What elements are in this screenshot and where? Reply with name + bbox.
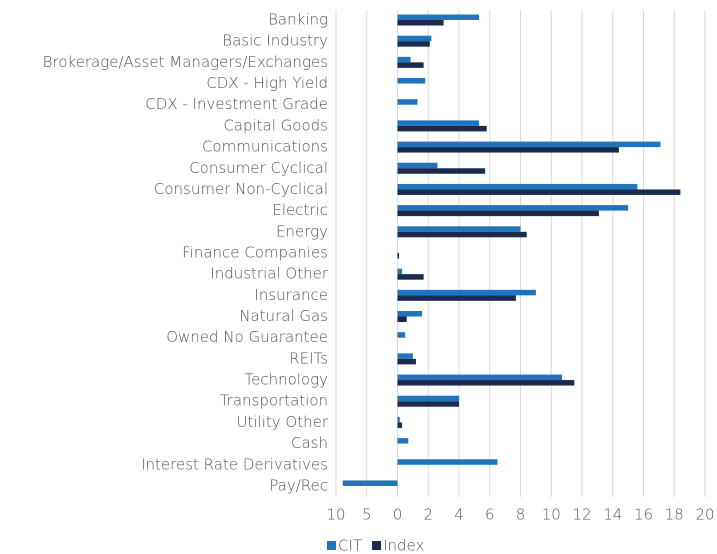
category-label: CDX - Investment Grade (145, 95, 328, 113)
bar (397, 438, 409, 444)
bar (397, 353, 413, 359)
x-tick-label: 0 (393, 506, 403, 524)
bar (397, 401, 459, 407)
bar (397, 316, 407, 323)
bar (397, 289, 536, 296)
category-label: Utility Other (237, 413, 329, 431)
x-tick-label: 16 (634, 506, 653, 524)
bar (397, 459, 498, 465)
bar (397, 189, 681, 195)
category-label: Owned No Guarantee (166, 328, 328, 346)
bar (397, 374, 563, 381)
bar (397, 14, 479, 20)
bar (397, 205, 629, 211)
category-label: Basic Industry (222, 32, 328, 50)
category-label: Electric (272, 201, 328, 219)
bar (342, 480, 398, 486)
x-tick-label: 20 (695, 506, 714, 524)
bar (397, 274, 424, 280)
x-tick-label: 8 (516, 506, 526, 524)
bar (397, 162, 438, 169)
legend-swatch (327, 541, 336, 550)
category-label: Natural Gas (239, 307, 328, 325)
bar (397, 147, 619, 153)
bar (397, 99, 418, 105)
legend-swatch (372, 541, 382, 550)
bar (397, 141, 661, 148)
category-label: Communications (202, 138, 328, 156)
legend-label: Index (383, 537, 424, 554)
x-tick-label: 12 (572, 506, 591, 524)
category-label: Consumer Cyclical (189, 159, 328, 177)
bar (397, 231, 527, 238)
x-tick-label: 2 (423, 506, 433, 524)
bar (397, 332, 406, 338)
bar (397, 62, 424, 68)
category-label: CDX - High Yield (206, 74, 328, 92)
bar (397, 168, 486, 174)
category-label: Industrial Other (210, 265, 329, 283)
bar (397, 422, 403, 428)
bar (397, 268, 403, 275)
bar (397, 78, 426, 84)
bar (397, 380, 575, 386)
x-tick-label: 14 (603, 506, 622, 524)
bar (397, 35, 432, 42)
category-label: Interest Rate Derivatives (141, 455, 328, 473)
category-label: Consumer Non-Cyclical (154, 180, 328, 198)
category-label: Banking (268, 11, 328, 29)
bar (397, 120, 479, 126)
bar (397, 41, 430, 47)
category-label: Transportation (220, 392, 328, 410)
category-label: REITs (289, 349, 328, 367)
bar (397, 226, 521, 232)
x-tick-label: 10 (542, 506, 561, 524)
category-label: Cash (291, 434, 328, 452)
x-tick-label: 18 (665, 506, 684, 524)
bar (397, 56, 411, 63)
category-label: Energy (276, 222, 328, 240)
category-label: Technology (244, 371, 328, 389)
category-label: Capital Goods (223, 116, 328, 134)
x-tick-label: 5 (362, 506, 372, 524)
category-label: Pay/Rec (269, 476, 328, 494)
x-tick-label: 10 (326, 506, 345, 524)
bar (397, 311, 423, 317)
bar (397, 395, 459, 402)
legend-label: CIT (338, 537, 362, 554)
bar (397, 183, 638, 190)
bar (397, 125, 487, 132)
x-tick-label: 6 (485, 506, 495, 524)
bar (397, 416, 400, 423)
bar (397, 210, 599, 217)
bar (397, 252, 400, 259)
x-tick-label: 4 (454, 506, 464, 524)
category-label: Finance Companies (182, 243, 328, 261)
bar (397, 20, 444, 26)
category-label: Insurance (254, 286, 328, 304)
bar (397, 358, 416, 365)
bar (397, 295, 516, 301)
category-label: Brokerage/Asset Managers/Exchanges (43, 53, 328, 71)
